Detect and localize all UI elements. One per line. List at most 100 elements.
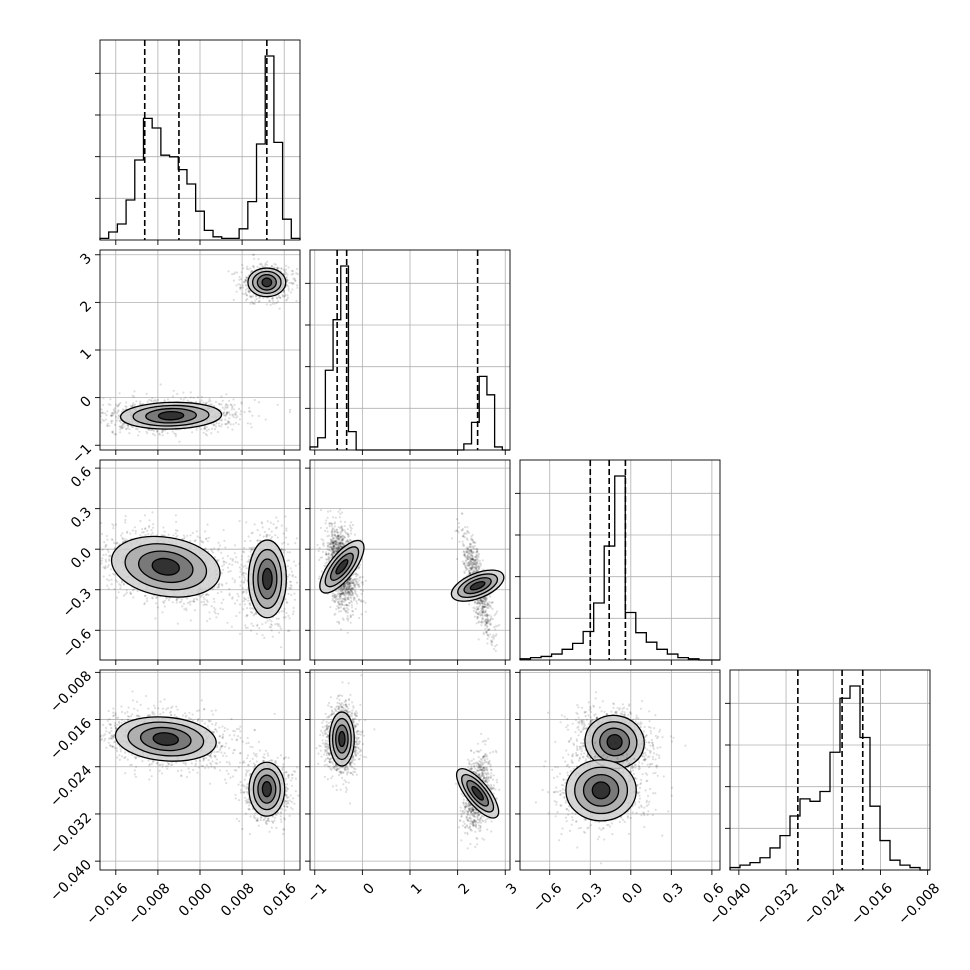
sample-point [253,523,256,526]
sample-point [210,432,213,435]
sample-point [175,599,178,602]
sample-point [284,616,287,619]
sample-point [276,300,280,303]
sample-point [141,528,144,531]
sample-point [234,560,237,564]
sample-point [276,403,279,406]
sample-point [228,592,231,595]
sample-point [110,414,114,417]
sample-point [101,418,104,421]
sample-point [231,596,234,599]
contour-line [132,404,210,427]
sample-point [228,417,231,420]
sample-point [277,295,280,298]
sample-point [155,602,158,605]
sample-point [112,524,115,527]
sample-point [231,414,234,417]
sample-point [275,526,278,529]
sample-point [106,424,109,427]
sample-point [289,584,292,587]
sample-point [289,408,292,411]
sample-point [340,539,343,542]
sample-point [199,400,202,404]
sample-point [247,599,250,602]
sample-point [258,263,261,266]
sample-point [337,548,340,551]
sample-point [121,536,124,539]
sample-point [149,399,152,402]
sample-point [339,587,342,590]
sample-point [130,425,133,428]
sample-point [116,580,119,583]
sample-point [186,602,189,605]
sample-point [224,546,227,549]
sample-point [269,537,272,541]
sample-point [182,602,185,606]
sample-point [292,610,295,613]
sample-point [161,611,164,614]
contour-line [261,567,273,591]
sample-point [237,407,241,410]
sample-point [151,397,154,400]
sample-point [167,599,170,602]
sample-point [212,423,215,426]
sample-point [254,612,257,615]
sample-point [227,570,230,574]
sample-point [200,428,203,431]
sample-point [110,538,113,541]
sample-point [104,560,108,563]
sample-point [182,398,185,401]
sample-point [333,540,336,543]
sample-point [152,526,155,529]
sample-point [106,549,110,552]
sample-point [296,273,299,276]
sample-point [180,598,183,601]
sample-point [219,607,222,610]
sample-point [291,575,294,578]
sample-point [86,532,88,534]
sample-point [270,264,273,268]
sample-point [148,519,151,522]
sample-point [213,423,216,426]
sample-point [244,288,247,291]
sample-point [263,530,266,534]
sample-point [294,279,297,282]
sample-point [349,582,352,586]
sample-point [236,599,239,602]
sample-point [247,290,251,293]
density-fill [262,278,272,287]
sample-point [241,292,245,295]
sample-point [210,403,213,406]
sample-point [134,529,137,533]
sample-point [344,593,347,596]
sample-point [246,276,249,279]
sample-point [113,411,116,414]
sample-point [192,396,195,399]
sample-point [238,632,242,635]
sample-point [283,549,286,552]
sample-point [253,257,256,260]
sample-point [150,400,153,403]
sample-point [280,646,283,649]
sample-point [105,414,108,417]
sample-point [258,297,261,300]
histogram-panel-1 [305,249,511,455]
sample-point [132,588,136,591]
sample-point [94,561,96,563]
sample-point [285,601,288,604]
sample-point [335,540,338,543]
sample-point [113,541,116,545]
sample-point [228,399,231,402]
sample-point [264,262,267,265]
sample-point [156,398,160,401]
sample-point [102,575,105,578]
sample-point [288,629,291,632]
sample-point [174,435,177,438]
sample-point [279,627,283,630]
sample-point [121,537,124,541]
sample-point [338,592,341,595]
sample-point [96,531,98,533]
sample-point [285,299,288,302]
sample-point [225,413,228,416]
sample-point [251,607,254,610]
